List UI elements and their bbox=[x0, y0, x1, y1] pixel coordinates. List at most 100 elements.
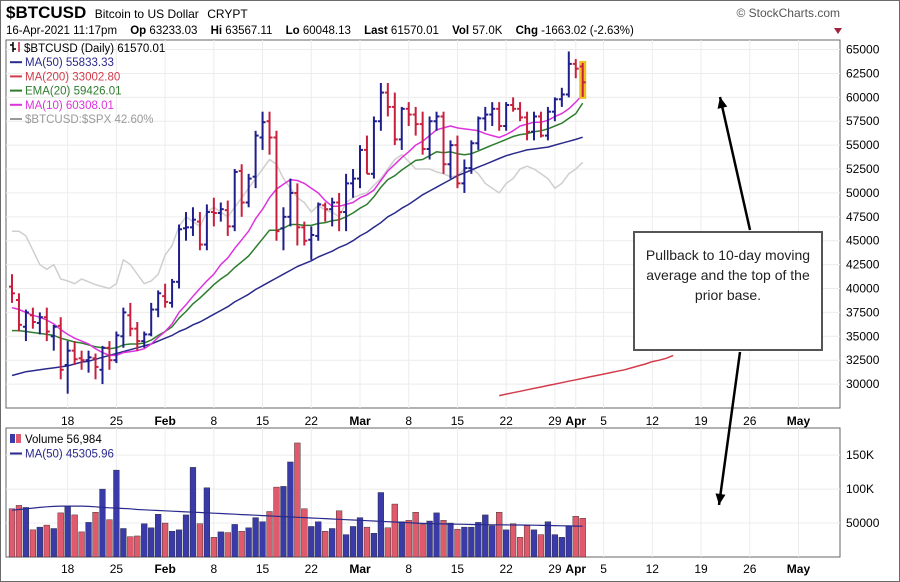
x-tick-label-volume: 18 bbox=[61, 562, 75, 576]
volume-bar bbox=[85, 522, 92, 558]
volume-tick-label: 150K bbox=[846, 448, 874, 462]
volume-bar bbox=[57, 512, 64, 558]
x-tick-label: Apr bbox=[565, 414, 586, 428]
x-tick-label: 29 bbox=[548, 414, 562, 428]
chart-header: $BTCUSD Bitcoin to US Dollar CRYPT bbox=[6, 3, 248, 23]
volume-bar bbox=[342, 534, 350, 558]
legend-entry: MA(200) 33002.80 bbox=[25, 71, 120, 83]
volume-bar bbox=[558, 537, 565, 558]
volume-bar bbox=[134, 535, 141, 558]
volume-bar bbox=[224, 532, 231, 558]
volume-bar bbox=[336, 510, 343, 558]
volume-bar bbox=[523, 525, 531, 558]
price-tick-label: 60000 bbox=[846, 90, 880, 104]
volume-bar bbox=[148, 527, 155, 558]
volume-bar bbox=[433, 512, 440, 558]
volume-bar bbox=[468, 526, 475, 558]
x-tick-label: 18 bbox=[61, 414, 75, 428]
x-tick-label: 22 bbox=[499, 414, 513, 428]
high-value: 63567.11 bbox=[225, 25, 273, 37]
x-tick-label-volume: 26 bbox=[743, 562, 757, 576]
volume-legend-swatch bbox=[10, 434, 15, 443]
volume-bar bbox=[8, 508, 16, 558]
price-tick-label: 55000 bbox=[846, 138, 880, 152]
change-down-icon bbox=[834, 28, 842, 34]
volume-bar bbox=[419, 524, 426, 558]
volume-bar bbox=[252, 517, 259, 558]
volume-bar bbox=[551, 534, 558, 558]
x-tick-label: 25 bbox=[110, 414, 124, 428]
volume-bar bbox=[280, 486, 287, 558]
quote-date: 16-Apr-2021 11:17pm bbox=[6, 25, 118, 37]
price-tick-label: 42500 bbox=[846, 258, 880, 272]
x-tick-label-volume: 22 bbox=[305, 562, 319, 576]
volume-bar bbox=[489, 525, 496, 558]
volume-bar bbox=[349, 526, 357, 558]
volume-bar bbox=[64, 505, 71, 558]
volume-bar bbox=[203, 487, 210, 558]
volume-bar bbox=[579, 518, 586, 558]
price-tick-label: 50000 bbox=[846, 186, 880, 200]
volume-bar bbox=[384, 527, 391, 558]
volume-value: 57.0K bbox=[472, 25, 503, 37]
volume-bar bbox=[36, 526, 43, 558]
volume-legend-swatch bbox=[16, 434, 21, 443]
price-tick-label: 57500 bbox=[846, 114, 880, 128]
price-tick-label: 52500 bbox=[846, 162, 880, 176]
annotation-arrow-price bbox=[718, 96, 752, 231]
volume-tick-label: 50000 bbox=[846, 516, 880, 530]
annotation-arrow-volume bbox=[717, 351, 742, 506]
x-tick-label-volume: Mar bbox=[349, 562, 371, 576]
x-tick-label-volume: 5 bbox=[600, 562, 607, 576]
price-tick-label: 47500 bbox=[846, 210, 880, 224]
volume-bar bbox=[537, 534, 545, 558]
x-tick-label: 8 bbox=[210, 414, 217, 428]
volume-bar bbox=[356, 517, 364, 558]
volume-bar bbox=[294, 442, 301, 558]
high-label: Hi bbox=[210, 25, 223, 37]
change-label: Chg bbox=[515, 25, 538, 37]
volume-bar bbox=[127, 536, 134, 558]
volume-bar bbox=[405, 520, 412, 558]
volume-bar bbox=[572, 516, 579, 558]
volume-bar bbox=[245, 527, 252, 558]
x-tick-label-volume: 12 bbox=[646, 562, 660, 576]
volume-ma50-line bbox=[11, 505, 583, 527]
volume-bar bbox=[29, 529, 36, 558]
volume-bar bbox=[287, 461, 294, 558]
x-tick-label-volume: Apr bbox=[565, 562, 586, 576]
x-tick-label: Mar bbox=[349, 414, 371, 428]
volume-bar bbox=[363, 526, 371, 558]
volume-bar bbox=[120, 528, 127, 558]
volume-bar bbox=[322, 531, 329, 558]
volume-bar bbox=[141, 523, 148, 558]
volume-bar bbox=[544, 521, 552, 558]
x-tick-label-volume: 8 bbox=[405, 562, 412, 576]
x-tick-label-volume: 19 bbox=[694, 562, 708, 576]
x-tick-label-volume: 15 bbox=[256, 562, 270, 576]
legend-entry: EMA(20) 59426.01 bbox=[25, 86, 122, 98]
price-tick-label: 65000 bbox=[846, 43, 880, 57]
volume-bar bbox=[15, 505, 23, 558]
volume-bar bbox=[329, 528, 336, 558]
symbol-label: $BTCUSD bbox=[6, 3, 87, 22]
volume-bar bbox=[99, 488, 106, 558]
x-tick-label-volume: 8 bbox=[210, 562, 217, 576]
x-tick-label: 15 bbox=[451, 414, 465, 428]
volume-bar bbox=[516, 537, 524, 558]
volume-bar bbox=[370, 533, 378, 558]
symbol-name: Bitcoin to US Dollar bbox=[94, 7, 199, 21]
volume-bar bbox=[92, 511, 99, 558]
volume-bar bbox=[530, 529, 538, 558]
volume-bar bbox=[454, 528, 461, 558]
legend-entry: $BTCUSD (Daily) 61570.01 bbox=[24, 43, 165, 55]
volume-label: Vol bbox=[452, 25, 470, 37]
volume-bar bbox=[210, 537, 217, 558]
volume-bar bbox=[217, 531, 224, 558]
legend-entry: $BTCUSD:$SPX 42.60% bbox=[25, 114, 153, 126]
volume-legend-entry: Volume 56,984 bbox=[25, 434, 102, 446]
volume-bar bbox=[113, 469, 120, 558]
volume-bar bbox=[259, 521, 266, 558]
volume-bar bbox=[398, 521, 405, 558]
